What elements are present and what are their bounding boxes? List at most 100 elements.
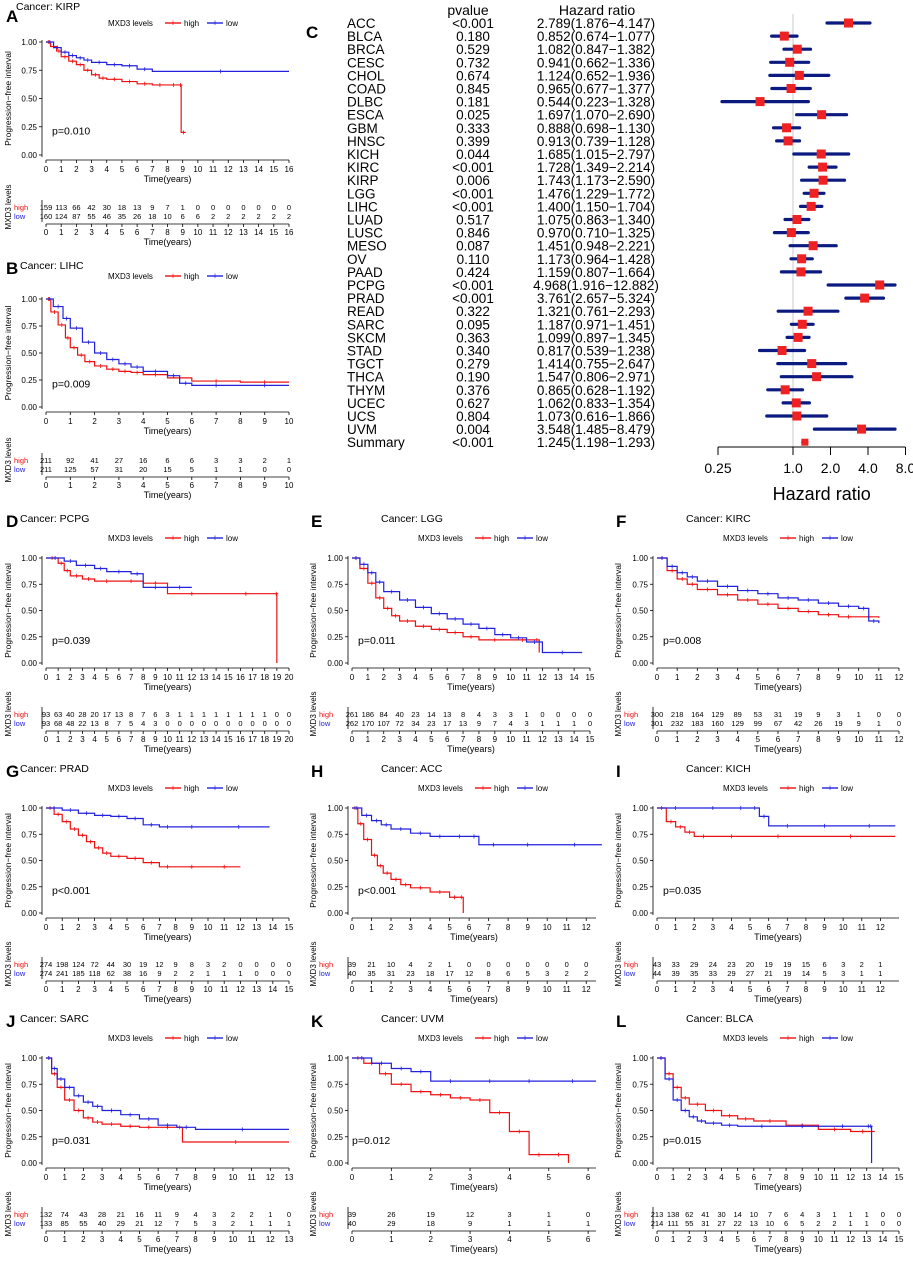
legend-title: MXD3 levels [723, 1034, 768, 1043]
legend-high-label: high [494, 1034, 509, 1043]
x-tick-label: 11 [875, 673, 884, 682]
risk-x-tick-label: 7 [150, 228, 155, 237]
risk-count-low: 2 [257, 212, 261, 221]
risk-count-low: 0 [287, 719, 291, 728]
risk-count-low: 2 [231, 1219, 235, 1228]
censor-mark-high [128, 1124, 133, 1129]
x-tick-label: 6 [752, 1173, 757, 1182]
x-tick-label: 10 [285, 417, 294, 426]
legend-high-mark: + [170, 271, 175, 281]
risk-count-low: 1 [287, 1219, 291, 1228]
x-tick-label: 14 [570, 673, 579, 682]
risk-x-tick-label: 6 [156, 1235, 161, 1244]
forest-row-pvalue: 0.627 [456, 396, 490, 411]
censor-mark-high [675, 1085, 680, 1090]
risk-x-tick-label: 4 [141, 481, 146, 490]
risk-x-tick-label: 3 [89, 228, 94, 237]
forest-row-hr: 3.548(1.485−8.479) [537, 422, 655, 437]
censor-mark-low [262, 383, 267, 388]
risk-count-low: 1 [250, 1219, 254, 1228]
y-axis-title: Progression−free interval [3, 306, 13, 401]
censor-mark-high [520, 637, 525, 642]
censor-mark-high [393, 877, 398, 882]
p-value: p=0.012 [352, 1135, 390, 1147]
censor-mark-low [457, 834, 462, 839]
panel-title: Cancer: PCPG [20, 513, 89, 525]
panel-letter: G [6, 762, 19, 781]
risk-count-low: 0 [250, 719, 254, 728]
x-tick-label: 1 [671, 1173, 676, 1182]
censor-mark-low [58, 1077, 63, 1081]
risk-count-low: 10 [163, 212, 171, 221]
risk-count-low: 0 [588, 719, 592, 728]
risk-count-high: 0 [287, 960, 291, 969]
x-tick-label: 2 [382, 673, 387, 682]
risk-count-low: 6 [181, 212, 185, 221]
x-tick-label: 0 [44, 1173, 49, 1182]
y-tick-label: 0.75 [327, 580, 343, 589]
x-tick-label: 2 [68, 673, 73, 682]
forest-row-pvalue: 0.674 [456, 68, 490, 83]
censor-mark-high [135, 370, 140, 375]
forest-x-tick-label: 2.0 [821, 460, 841, 476]
km-curve-high [46, 557, 278, 663]
forest-row-pvalue: 0.322 [456, 304, 490, 319]
risk-x-tick-label: 9 [262, 481, 267, 490]
censor-mark-low [74, 326, 79, 331]
censor-mark-high [214, 379, 219, 384]
risk-count-high: 40 [66, 710, 74, 719]
censor-mark-low [711, 1121, 716, 1126]
risk-x-tick-label: 6 [752, 1235, 757, 1244]
censor-mark-high [222, 864, 227, 869]
risk-x-axis-title: Time(years) [144, 994, 192, 1004]
x-tick-label: 15 [269, 165, 278, 174]
censor-mark-low [62, 50, 67, 55]
risk-count-low: 17 [445, 969, 453, 978]
legend-high-label: high [799, 534, 814, 543]
x-tick-label: 4 [109, 923, 114, 932]
risk-x-tick-label: 4 [109, 985, 114, 994]
risk-x-tick-label: 8 [193, 1235, 198, 1244]
risk-count-high: 1 [287, 456, 291, 465]
risk-count-low: 1 [877, 719, 881, 728]
forest-row-pvalue: 0.095 [456, 317, 490, 332]
forest-box [786, 228, 796, 238]
risk-count-low: 87 [72, 212, 80, 221]
risk-count-low: 31 [115, 465, 123, 474]
risk-count-high: 8 [190, 960, 194, 969]
risk-x-tick-label: 5 [735, 1235, 740, 1244]
forest-row-hr: 0.970(0.710−1.325) [537, 226, 655, 241]
km-curve-high [657, 1057, 875, 1133]
risk-count-high: 0 [211, 203, 215, 212]
y-tick-label: 1.00 [21, 295, 37, 304]
forest-row-hr: 1.073(0.616−1.866) [537, 409, 655, 424]
risk-count-high: 7 [768, 1210, 772, 1219]
risk-count-high: 19 [794, 710, 802, 719]
risk-count-low: 42 [794, 719, 802, 728]
risk-x-tick-label: 19 [272, 735, 281, 744]
x-tick-label: 9 [800, 1173, 805, 1182]
censor-mark-low [560, 650, 565, 655]
censor-mark-low [867, 823, 872, 828]
risk-count-high: 0 [881, 1210, 885, 1219]
risk-count-high: 300 [651, 710, 664, 719]
risk-x-axis-title: Time(years) [754, 994, 802, 1004]
risk-count-low: 1 [540, 719, 544, 728]
censor-mark-high [469, 634, 473, 639]
forest-row-hr: 3.761(2.657−5.324) [537, 291, 655, 306]
forest-box [857, 424, 867, 434]
y-axis-title: Progression−free interval [3, 563, 13, 658]
forest-x-tick-label: 1.0 [783, 460, 803, 476]
x-tick-label: 5 [748, 923, 753, 932]
risk-count-high: 1 [178, 710, 182, 719]
legend-low-mark: + [827, 533, 832, 543]
risk-count-low: 0 [255, 969, 259, 978]
forest-row-hr: 0.817(0.539−1.238) [537, 344, 655, 359]
risk-count-high: 1 [226, 710, 230, 719]
risk-x-tick-label: 14 [570, 735, 579, 744]
risk-x-tick-label: 13 [862, 1235, 871, 1244]
risk-count-high: 30 [123, 960, 131, 969]
risk-count-high: 0 [584, 960, 588, 969]
risk-count-high: 1 [214, 710, 218, 719]
